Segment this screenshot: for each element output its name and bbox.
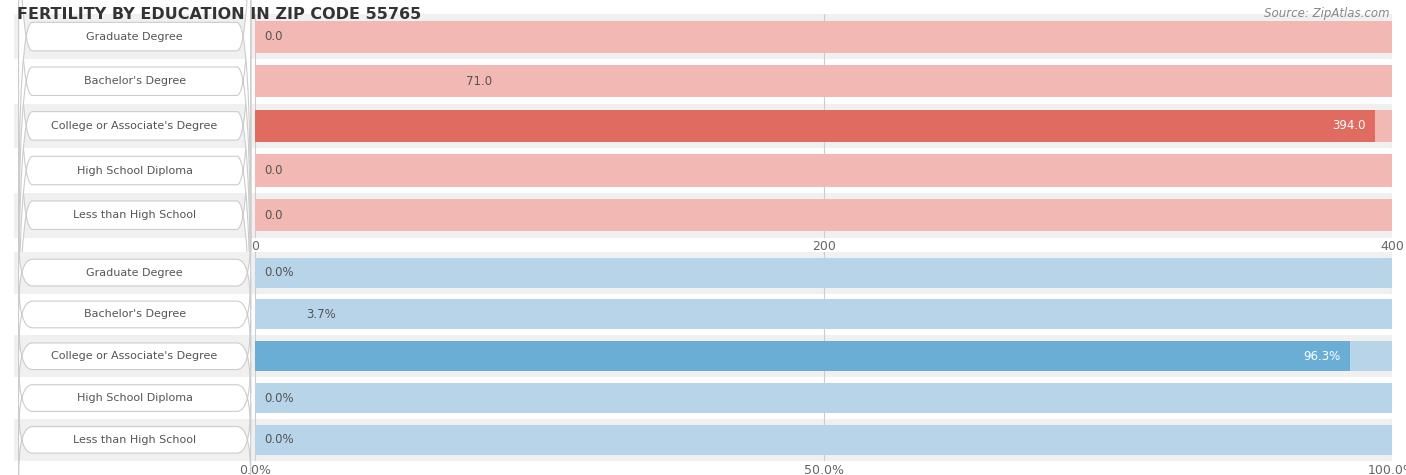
FancyBboxPatch shape	[18, 0, 250, 370]
Text: Bachelor's Degree: Bachelor's Degree	[83, 309, 186, 320]
Bar	[256, 65, 1392, 97]
Text: Less than High School: Less than High School	[73, 435, 197, 445]
Text: Less than High School: Less than High School	[73, 210, 197, 220]
Text: FERTILITY BY EDUCATION IN ZIP CODE 55765: FERTILITY BY EDUCATION IN ZIP CODE 55765	[17, 7, 422, 22]
Bar	[256, 20, 1392, 53]
Text: 0.0: 0.0	[264, 164, 283, 177]
Bar	[14, 419, 1392, 461]
Text: 0.0: 0.0	[264, 30, 283, 43]
Text: College or Associate's Degree: College or Associate's Degree	[52, 121, 218, 131]
Bar	[256, 110, 1375, 142]
FancyBboxPatch shape	[18, 0, 250, 237]
FancyBboxPatch shape	[18, 361, 250, 435]
FancyBboxPatch shape	[18, 236, 250, 310]
FancyBboxPatch shape	[18, 15, 250, 415]
Bar	[14, 59, 1392, 104]
Bar	[256, 65, 457, 97]
Text: Bachelor's Degree: Bachelor's Degree	[83, 76, 186, 86]
Text: Graduate Degree: Graduate Degree	[86, 31, 183, 42]
FancyBboxPatch shape	[18, 0, 250, 281]
Bar	[256, 299, 1392, 330]
Bar	[256, 341, 1350, 371]
Text: 71.0: 71.0	[465, 75, 492, 88]
Bar	[14, 104, 1392, 148]
Bar	[14, 335, 1392, 377]
Bar	[256, 257, 1392, 288]
Text: 0.0%: 0.0%	[264, 391, 294, 405]
FancyBboxPatch shape	[18, 403, 250, 475]
Bar	[256, 154, 1392, 187]
Bar	[14, 14, 1392, 59]
Bar	[256, 110, 1392, 142]
Text: 3.7%: 3.7%	[307, 308, 336, 321]
Text: 96.3%: 96.3%	[1303, 350, 1341, 363]
Bar	[14, 148, 1392, 193]
FancyBboxPatch shape	[18, 277, 250, 352]
Text: 394.0: 394.0	[1333, 119, 1365, 133]
Bar	[14, 193, 1392, 238]
FancyBboxPatch shape	[18, 0, 250, 326]
Text: 0.0%: 0.0%	[264, 433, 294, 446]
Bar	[256, 199, 1392, 231]
Bar	[256, 383, 1392, 413]
Text: Source: ZipAtlas.com: Source: ZipAtlas.com	[1264, 7, 1389, 20]
Text: High School Diploma: High School Diploma	[76, 165, 193, 176]
Text: High School Diploma: High School Diploma	[76, 393, 193, 403]
Bar	[14, 377, 1392, 419]
Bar	[14, 294, 1392, 335]
Text: 0.0: 0.0	[264, 209, 283, 222]
Text: Graduate Degree: Graduate Degree	[86, 267, 183, 278]
Text: 0.0%: 0.0%	[264, 266, 294, 279]
FancyBboxPatch shape	[18, 319, 250, 393]
Bar	[256, 299, 297, 330]
Bar	[256, 341, 1392, 371]
Bar	[256, 425, 1392, 455]
Text: College or Associate's Degree: College or Associate's Degree	[52, 351, 218, 361]
Bar	[14, 252, 1392, 294]
